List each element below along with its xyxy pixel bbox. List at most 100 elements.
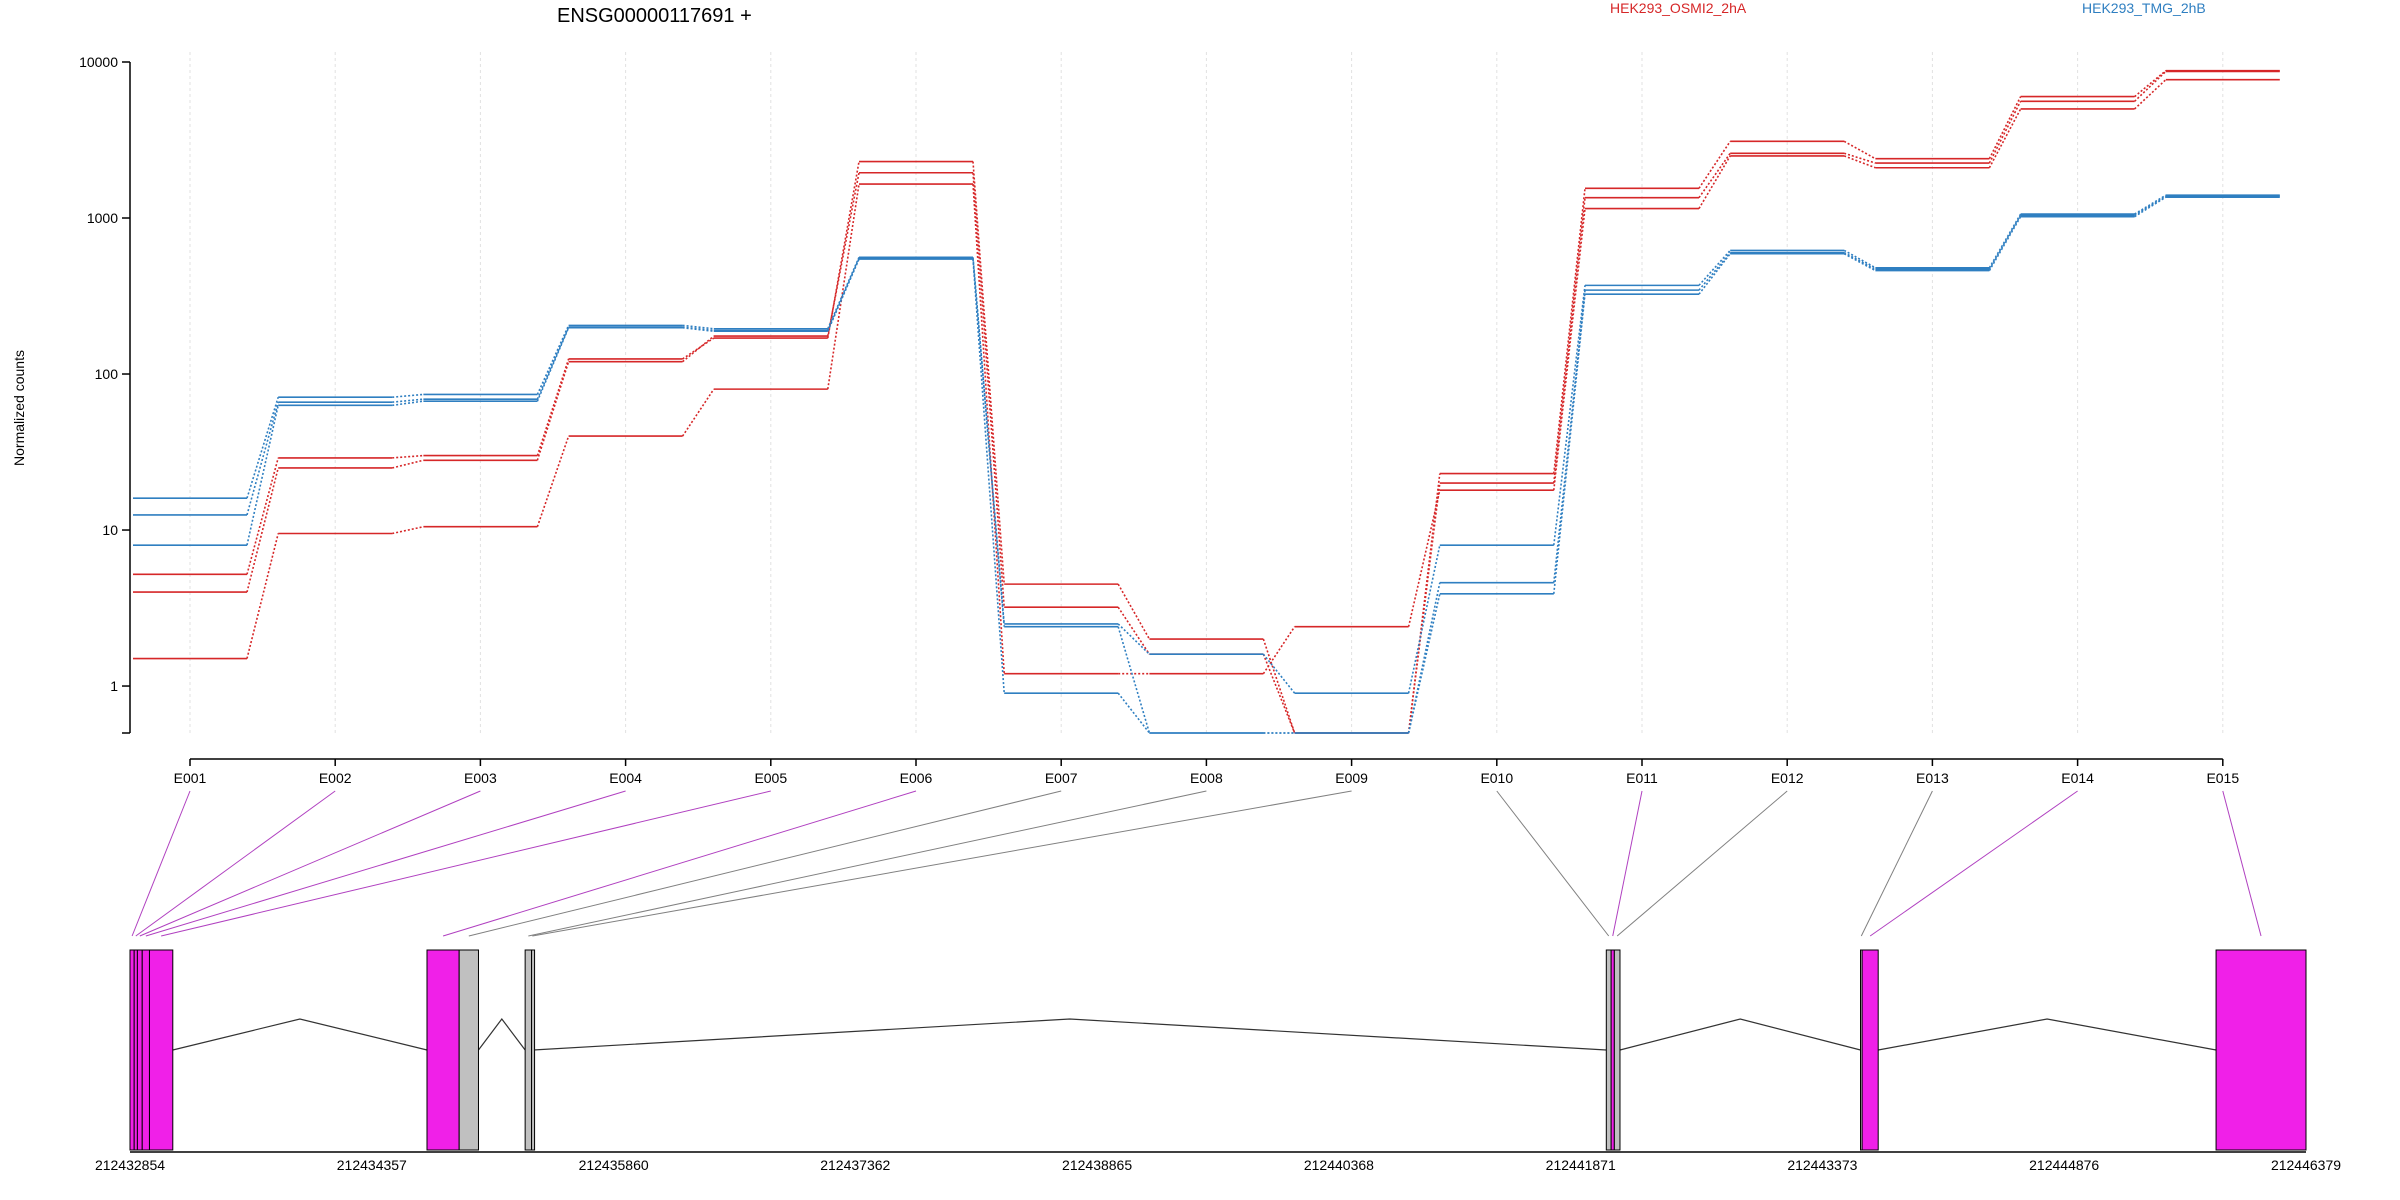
exon-connector-lines <box>131 790 2262 937</box>
exon-box <box>524 949 533 1151</box>
genomic-tick-label: 212438865 <box>1062 1157 1132 1173</box>
exon-box <box>1605 949 1612 1151</box>
x-tick-label: E013 <box>1916 770 1949 786</box>
exon-connector <box>135 790 336 937</box>
exon-connector <box>1612 790 1643 937</box>
series-transition <box>392 398 424 403</box>
series-transition <box>1553 197 1586 484</box>
y-tick-label: 10000 <box>79 54 118 70</box>
exon-connector <box>442 790 917 937</box>
series-transition <box>1117 623 1150 655</box>
series-transition <box>246 457 279 575</box>
legend-entry-osmi2: HEK293_OSMI2_2hA <box>1610 0 1747 16</box>
y-tick-label: 10 <box>102 522 118 538</box>
series-transition <box>1553 208 1586 491</box>
legend-entry-tmg: HEK293_TMG_2hB <box>2082 0 2206 16</box>
genomic-tick-label: 212437362 <box>820 1157 890 1173</box>
series-transition <box>1117 606 1151 655</box>
exon-box <box>1613 949 1621 1151</box>
series-transition <box>1698 253 1731 295</box>
exon-connector <box>145 790 626 937</box>
exon-connector <box>1860 790 1933 937</box>
series-transition <box>2134 79 2167 110</box>
x-tick-label: E012 <box>1771 770 1804 786</box>
exon-connector <box>161 790 771 937</box>
series-transition <box>827 258 860 332</box>
series-transition <box>392 454 424 459</box>
series-transition <box>536 358 570 456</box>
series-transition <box>536 325 570 395</box>
series-transition <box>827 172 860 337</box>
x-tick-label: E008 <box>1190 770 1223 786</box>
genomic-tick-label: 212444876 <box>2029 1157 2099 1173</box>
x-tick-label: E005 <box>754 770 787 786</box>
x-tick-label: E001 <box>174 770 207 786</box>
exon-box <box>1861 949 1879 1151</box>
x-tick-label: E002 <box>319 770 352 786</box>
x-axis: E001 E002 E003 E004 E005 E006 E007 E008 E009 E010… <box>174 758 2239 786</box>
exon-connector <box>131 790 191 937</box>
series-transition <box>392 400 424 407</box>
exon-box <box>129 949 135 1151</box>
exon-connector <box>528 790 1207 937</box>
series-transition <box>246 533 279 659</box>
series-transition <box>2134 196 2167 218</box>
x-tick-label: E004 <box>609 770 642 786</box>
series-transition <box>1843 140 1876 160</box>
series-transition <box>536 361 570 461</box>
x-tick-label: E007 <box>1045 770 1078 786</box>
exon-box <box>141 949 150 1151</box>
series-transition <box>1553 285 1586 546</box>
genomic-tick-label: 212435860 <box>579 1157 649 1173</box>
x-tick-label: E010 <box>1480 770 1513 786</box>
series-transition <box>1262 626 1296 675</box>
series-transition <box>827 161 860 339</box>
series-transition <box>1407 544 1441 694</box>
y-tick-label: 100 <box>95 366 119 382</box>
x-tick-label: E014 <box>2061 770 2094 786</box>
chart-title: ENSG00000117691 + <box>557 5 752 27</box>
exon-connector <box>468 790 1062 937</box>
genomic-tick-label: 212441871 <box>1546 1157 1616 1173</box>
series-transition <box>972 258 1005 627</box>
series-transition <box>1407 490 1441 627</box>
series-transition <box>536 326 570 400</box>
genomic-tick-label: 212434357 <box>337 1157 407 1173</box>
series-transition <box>1117 692 1151 734</box>
gene-model <box>129 949 2307 1151</box>
series-transition <box>392 393 424 399</box>
exon-box <box>458 949 479 1151</box>
series-transition <box>972 184 1005 674</box>
series-transition <box>1698 140 1731 189</box>
exon-box <box>148 949 174 1151</box>
series-transition <box>1262 653 1296 694</box>
series-transition <box>392 525 424 535</box>
series-transition <box>972 161 1005 585</box>
series-transition <box>682 324 714 330</box>
series-transition <box>1698 152 1731 199</box>
x-tick-label: E006 <box>900 770 933 786</box>
series-transition <box>392 459 424 469</box>
x-tick-label: E015 <box>2206 770 2239 786</box>
series-transition <box>1407 473 1441 734</box>
series-transition <box>246 401 279 516</box>
series-transition <box>1988 96 2022 160</box>
genomic-axis: 212432854 212434357 212435860 212437362 2124… <box>95 1151 2341 1173</box>
x-tick-label: E003 <box>464 770 497 786</box>
exon-connector <box>1496 790 1610 937</box>
x-tick-label: E009 <box>1335 770 1368 786</box>
exon-box <box>2215 949 2307 1151</box>
y-tick-label: 1 <box>110 678 118 694</box>
y-axis: 10000 1000 100 10 1 <box>79 54 131 734</box>
series-transition <box>2134 194 2167 215</box>
series-transition <box>536 327 570 402</box>
series-transition <box>1262 638 1296 734</box>
intron-line <box>1619 1018 1861 1051</box>
exon-connector <box>1869 790 2078 937</box>
exon-connector <box>139 790 481 937</box>
exon-box <box>426 949 460 1151</box>
intron-line <box>1878 1018 2217 1051</box>
vertical-grid <box>189 52 2224 733</box>
series-transition <box>1117 626 1151 734</box>
